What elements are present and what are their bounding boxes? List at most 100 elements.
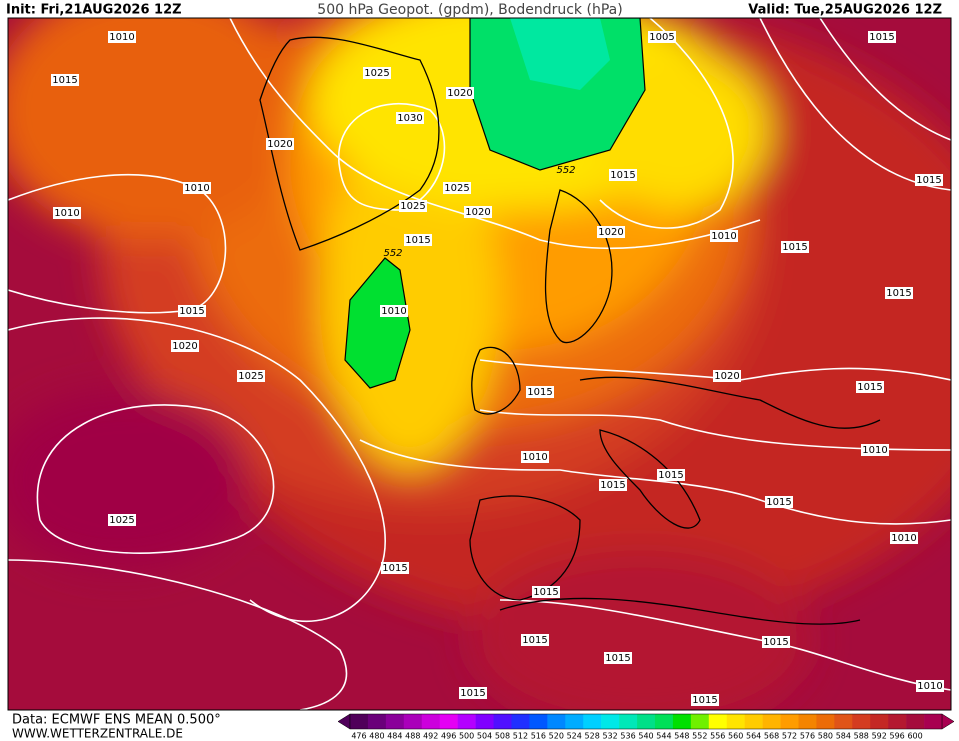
label-box	[710, 230, 738, 242]
isobar-label: 1025	[109, 515, 134, 526]
label-box	[53, 207, 81, 219]
label-box	[762, 636, 790, 648]
isobar-label: 1010	[522, 452, 547, 463]
isobar-label: 1010	[184, 183, 209, 194]
isobar-label: 1025	[444, 183, 469, 194]
isobar-label: 1015	[382, 563, 407, 574]
isobar-label: 1015	[869, 32, 894, 43]
label-box	[108, 31, 136, 43]
colorbar-label: 508	[495, 732, 510, 741]
label-box	[915, 174, 943, 186]
isobar-label: 1015	[610, 170, 635, 181]
colorbar-label: 520	[549, 732, 564, 741]
colorbar-label: 484	[387, 732, 402, 741]
colorbar-swatch	[457, 714, 476, 729]
colorbar-swatch	[350, 714, 369, 729]
colorbar-swatch	[367, 714, 387, 729]
colorbar-swatch	[403, 714, 423, 729]
label-box	[183, 182, 211, 194]
colorbar-swatch	[637, 714, 656, 729]
colorbar-swatch	[798, 714, 817, 729]
colorbar-label: 528	[585, 732, 600, 741]
colorbar-swatch	[421, 714, 440, 729]
label-box	[868, 31, 896, 43]
site-name: WWW.WETTERZENTRALE.DE	[12, 727, 183, 741]
isobar-label: 1015	[763, 637, 788, 648]
label-box	[399, 200, 427, 212]
colorbar-label: 540	[638, 732, 653, 741]
isobar-label: 1020	[465, 207, 490, 218]
isobar-label: 1015	[886, 288, 911, 299]
colorbar-label: 496	[441, 732, 456, 741]
label-box	[691, 694, 719, 706]
colorbar-label: 588	[854, 732, 869, 741]
label-box	[464, 206, 492, 218]
data-source: Data: ECMWF ENS MEAN 0.500°	[12, 713, 221, 728]
label-box	[237, 370, 265, 382]
colorbar-label: 592	[872, 732, 887, 741]
label-box	[657, 469, 685, 481]
label-box	[363, 67, 391, 79]
colorbar-arrow	[941, 713, 955, 730]
colorbar-label: 544	[656, 732, 671, 741]
isobar-label: 1010	[862, 445, 887, 456]
label-box	[648, 31, 676, 43]
label-box	[604, 652, 632, 664]
label-box	[404, 234, 432, 246]
colorbar-swatch	[816, 714, 835, 729]
label-box	[446, 87, 474, 99]
isobar-label: 1025	[238, 371, 263, 382]
colorbar-label: 480	[369, 732, 384, 741]
label-box	[396, 112, 424, 124]
label-box	[443, 182, 471, 194]
colorbar-frame	[349, 713, 943, 730]
colorbar-swatch	[619, 714, 638, 729]
label-box	[532, 586, 560, 598]
colorbar-label: 564	[746, 732, 761, 741]
colorbar-label: 536	[620, 732, 635, 741]
isobar-label: 1015	[522, 635, 547, 646]
label-box	[916, 680, 944, 692]
colorbar-swatch	[708, 714, 728, 729]
isobar-label: 1010	[109, 32, 134, 43]
label-box	[890, 532, 918, 544]
label-box	[599, 479, 627, 491]
colorbar-label: 476	[351, 732, 366, 741]
colorbar-label: 576	[800, 732, 815, 741]
colorbar-swatch	[385, 714, 405, 729]
isobar-label: 1020	[172, 341, 197, 352]
colorbar-swatch	[744, 714, 763, 729]
isobar-label: 1015	[460, 688, 485, 699]
colorbar-label: 596	[890, 732, 905, 741]
map-frame	[7, 17, 952, 711]
isobar-label: 1010	[891, 533, 916, 544]
colorbar-swatch	[852, 714, 871, 729]
colorbar-swatch	[654, 714, 674, 729]
isobar-label: 1010	[54, 208, 79, 219]
colorbar-swatch	[583, 714, 602, 729]
colorbar-label: 512	[513, 732, 528, 741]
colorbar: 476 480 484 488 492 496 500 504 508 512 516 520 524 5…	[337, 713, 955, 741]
label-box	[51, 74, 79, 86]
isobars	[8, 18, 951, 710]
coastlines	[259, 36, 881, 625]
colorbar-swatch	[672, 714, 692, 729]
isobar-label: 1010	[381, 306, 406, 317]
contour-label: 552	[383, 248, 402, 259]
colorbar-swatch	[780, 714, 799, 729]
isobar-label: 1020	[447, 88, 472, 99]
isobar-label: 1025	[400, 201, 425, 212]
isobar-label: 1030	[397, 113, 422, 124]
colorbar-swatch	[601, 714, 620, 729]
isobar-label: 1015	[916, 175, 941, 186]
colorbar-swatch	[834, 714, 853, 729]
isobar-label: 1015	[766, 497, 791, 508]
contour-label: 552	[556, 165, 575, 176]
label-box	[178, 305, 206, 317]
isobar-label: 1015	[857, 382, 882, 393]
colorbar-swatch	[906, 714, 925, 729]
colorbar-label: 600	[907, 732, 922, 741]
isobar-label: 1015	[658, 470, 683, 481]
